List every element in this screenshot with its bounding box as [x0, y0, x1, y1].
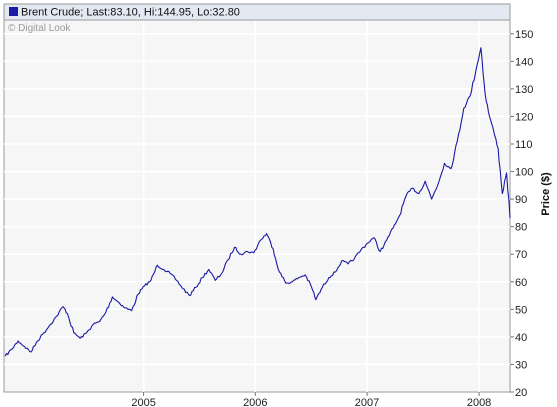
y-tick-label: 80 [515, 222, 527, 234]
y-tick-label: 90 [515, 194, 527, 206]
y-tick-label: 40 [515, 332, 527, 344]
y-tick-label: 140 [515, 56, 533, 68]
y-tick-label: 110 [515, 139, 533, 151]
plot-background [3, 3, 511, 393]
y-tick-label: 50 [515, 304, 527, 316]
x-tick-label: 2008 [467, 397, 491, 407]
grid [4, 20, 510, 392]
y-tick-label: 30 [515, 359, 527, 371]
x-tick-labels: 2005 2006 2007 2008 [131, 397, 491, 407]
y-tick-label: 20 [515, 387, 527, 399]
legend-label: Brent Crude; Last:83.10, Hi:144.95, Lo:3… [21, 7, 240, 19]
legend: Brent Crude; Last:83.10, Hi:144.95, Lo:3… [3, 3, 511, 21]
x-tick-label: 2007 [355, 397, 379, 407]
x-tick-label: 2005 [131, 397, 155, 407]
y-tick-label: 70 [515, 249, 527, 261]
y-tick-labels: 20 30 40 50 60 70 80 90 100 110 120 130 140 150 [515, 29, 533, 399]
y-tick-label: 100 [515, 167, 533, 179]
y-tick-label: 120 [515, 111, 533, 123]
axis-ticks [143, 33, 514, 396]
legend-swatch [9, 7, 18, 16]
y-tick-label: 60 [515, 277, 527, 289]
y-axis-label: Price ($) [540, 172, 552, 216]
legend-box [3, 3, 511, 21]
y-tick-label: 150 [515, 29, 533, 41]
watermark: © Digital Look [8, 23, 71, 34]
price-series-line [4, 47, 511, 357]
y-tick-label: 130 [515, 84, 533, 96]
x-tick-label: 2006 [243, 397, 267, 407]
